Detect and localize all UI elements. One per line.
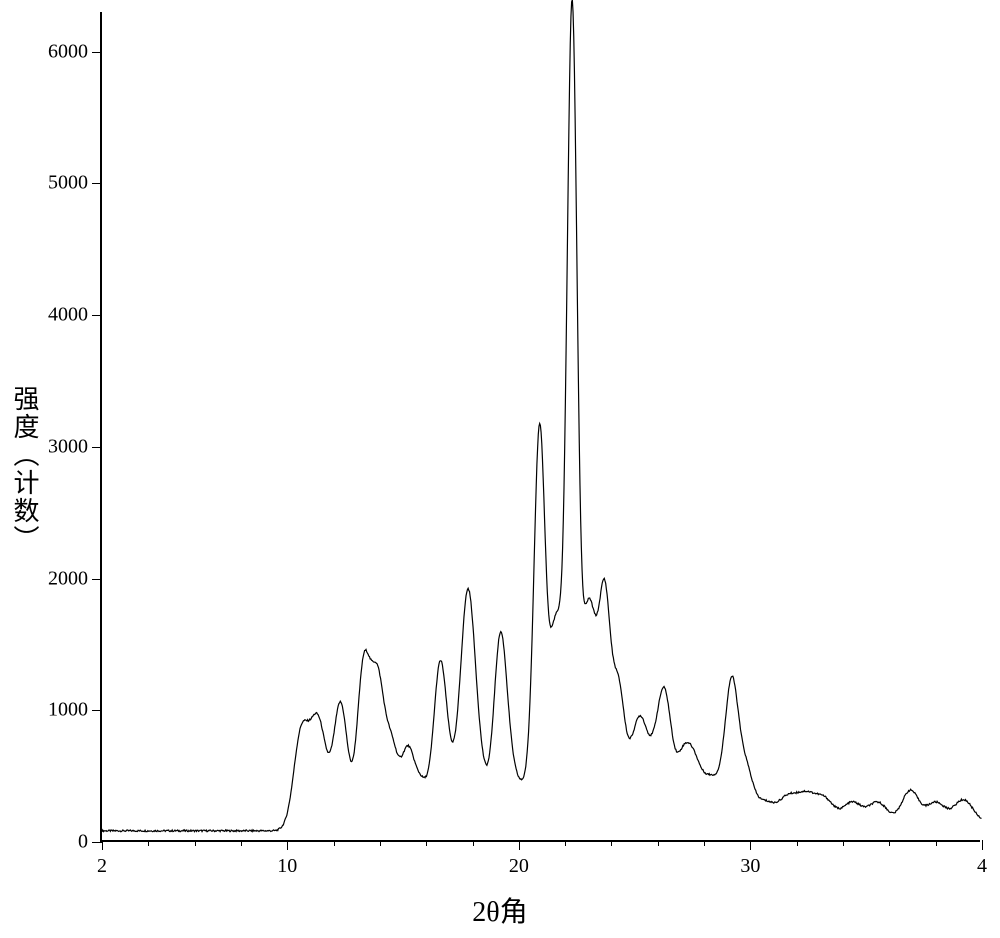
x-tick: [519, 840, 520, 850]
x-minor-tick: [426, 840, 427, 846]
x-minor-tick: [380, 840, 381, 846]
x-minor-tick: [658, 840, 659, 846]
xrd-figure: 强度（计数） 210203040100020003000400050006000…: [0, 0, 1000, 938]
y-tick-label: 6000: [48, 40, 88, 63]
x-tick: [982, 840, 983, 850]
x-minor-tick: [704, 840, 705, 846]
x-minor-tick: [241, 840, 242, 846]
x-minor-tick: [148, 840, 149, 846]
x-tick-label: 2: [97, 855, 107, 878]
y-tick: [92, 183, 102, 184]
x-minor-tick: [195, 840, 196, 846]
y-tick-label: 3000: [48, 435, 88, 458]
x-minor-tick: [889, 840, 890, 846]
xrd-line: [102, 0, 982, 832]
y-tick-label: 1000: [48, 699, 88, 722]
x-minor-tick: [936, 840, 937, 846]
x-tick: [750, 840, 751, 850]
x-minor-tick: [334, 840, 335, 846]
y-tick: [92, 842, 102, 843]
x-minor-tick: [565, 840, 566, 846]
x-tick-label: 20: [509, 855, 529, 878]
y-tick: [92, 447, 102, 448]
y-tick-label: 5000: [48, 172, 88, 195]
y-tick: [92, 579, 102, 580]
y-axis-label: 强度（计数）: [6, 385, 43, 553]
x-tick: [102, 840, 103, 850]
x-tick: [287, 840, 288, 850]
x-minor-tick: [473, 840, 474, 846]
x-axis-label: 2θ角: [472, 890, 527, 930]
y-tick-label: 4000: [48, 304, 88, 327]
plot-area: 210203040100020003000400050006000: [100, 12, 980, 842]
y-tick: [92, 52, 102, 53]
y-tick: [92, 315, 102, 316]
x-tick-label: 10: [277, 855, 297, 878]
y-tick-label: 0: [78, 831, 88, 854]
x-tick-label: 4: [977, 855, 987, 878]
x-minor-tick: [611, 840, 612, 846]
y-tick: [92, 710, 102, 711]
y-tick-label: 2000: [48, 567, 88, 590]
x-minor-tick: [843, 840, 844, 846]
x-minor-tick: [797, 840, 798, 846]
x-tick-label: 30: [740, 855, 760, 878]
xrd-trace: [102, 12, 982, 842]
